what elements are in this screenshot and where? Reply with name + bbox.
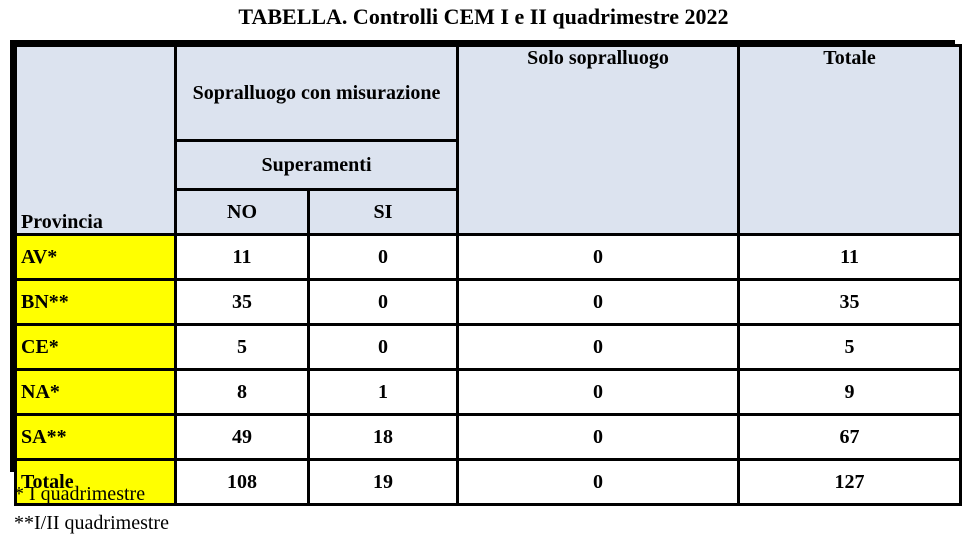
cem-controls-table: Provincia Sopralluogo con misurazione So…	[14, 44, 963, 506]
header-provincia: Provincia	[14, 44, 177, 236]
cell-sa-solo-sopralluogo: 0	[456, 413, 741, 461]
table-header-row-1: Provincia Sopralluogo con misurazione So…	[14, 44, 963, 236]
table-header-row-3: NO SI	[16, 188, 961, 236]
row-label-totale: Totale	[14, 458, 177, 506]
table-row: BN** 35 0 0 35	[14, 278, 963, 326]
footnote-double-asterisk: **I/II quadrimestre	[14, 512, 169, 534]
row-label-bn: BN**	[14, 278, 177, 326]
row-label-av: AV*	[14, 233, 177, 281]
cell-na-totale: 9	[737, 368, 963, 416]
footnotes: * I quadrimestre **I/II quadrimestre	[14, 480, 514, 538]
cell-totale-solo-sopralluogo: 0	[456, 458, 741, 506]
cell-ce-totale: 5	[737, 323, 963, 371]
row-label-sa: SA**	[14, 413, 177, 461]
cell-sa-superamenti-no: 49	[174, 413, 310, 461]
cell-totale-totale: 127	[737, 458, 963, 506]
cell-bn-solo-sopralluogo: 0	[456, 278, 741, 326]
cell-bn-superamenti-no: 35	[174, 278, 310, 326]
table-row: AV* 11 0 0 11	[14, 233, 963, 281]
table-row: NA* 8 1 0 9	[14, 368, 963, 416]
row-label-ce: CE*	[14, 323, 177, 371]
footnote-single-asterisk: * I quadrimestre	[14, 483, 146, 505]
cell-av-superamenti-no: 11	[174, 233, 310, 281]
cell-bn-superamenti-si: 0	[306, 278, 460, 326]
cell-ce-superamenti-no: 5	[174, 323, 310, 371]
cell-na-superamenti-si: 1	[306, 368, 460, 416]
cell-totale-superamenti-no: 108	[174, 458, 310, 506]
table-row: Totale 108 19 0 127	[14, 458, 963, 506]
table-row: SA** 49 18 0 67	[14, 413, 963, 461]
cell-totale-superamenti-si: 19	[306, 458, 460, 506]
page-title: TABELLA. Controlli CEM I e II quadrimest…	[238, 4, 729, 29]
header-totale: Totale	[737, 44, 963, 236]
cell-sa-superamenti-si: 18	[306, 413, 460, 461]
header-solo-sopralluogo: Solo sopralluogo	[456, 44, 741, 236]
cell-sa-totale: 67	[737, 413, 963, 461]
cell-bn-totale: 35	[737, 278, 963, 326]
row-label-na: NA*	[14, 368, 177, 416]
header-superamenti-no: NO	[174, 188, 310, 236]
cell-ce-solo-sopralluogo: 0	[456, 323, 741, 371]
cell-av-solo-sopralluogo: 0	[456, 233, 741, 281]
table-row: CE* 5 0 0 5	[14, 323, 963, 371]
cell-av-superamenti-si: 0	[306, 233, 460, 281]
cell-na-solo-sopralluogo: 0	[456, 368, 741, 416]
header-superamenti-si: SI	[306, 188, 460, 236]
cell-ce-superamenti-si: 0	[306, 323, 460, 371]
header-sopralluogo-con-misurazione: Sopralluogo con misurazione	[173, 44, 460, 142]
table-container: Provincia Sopralluogo con misurazione So…	[10, 40, 963, 506]
header-superamenti: Superamenti	[173, 139, 460, 191]
cell-av-totale: 11	[737, 233, 963, 281]
cell-na-superamenti-no: 8	[174, 368, 310, 416]
table-header-row-2: Superamenti	[16, 139, 961, 191]
